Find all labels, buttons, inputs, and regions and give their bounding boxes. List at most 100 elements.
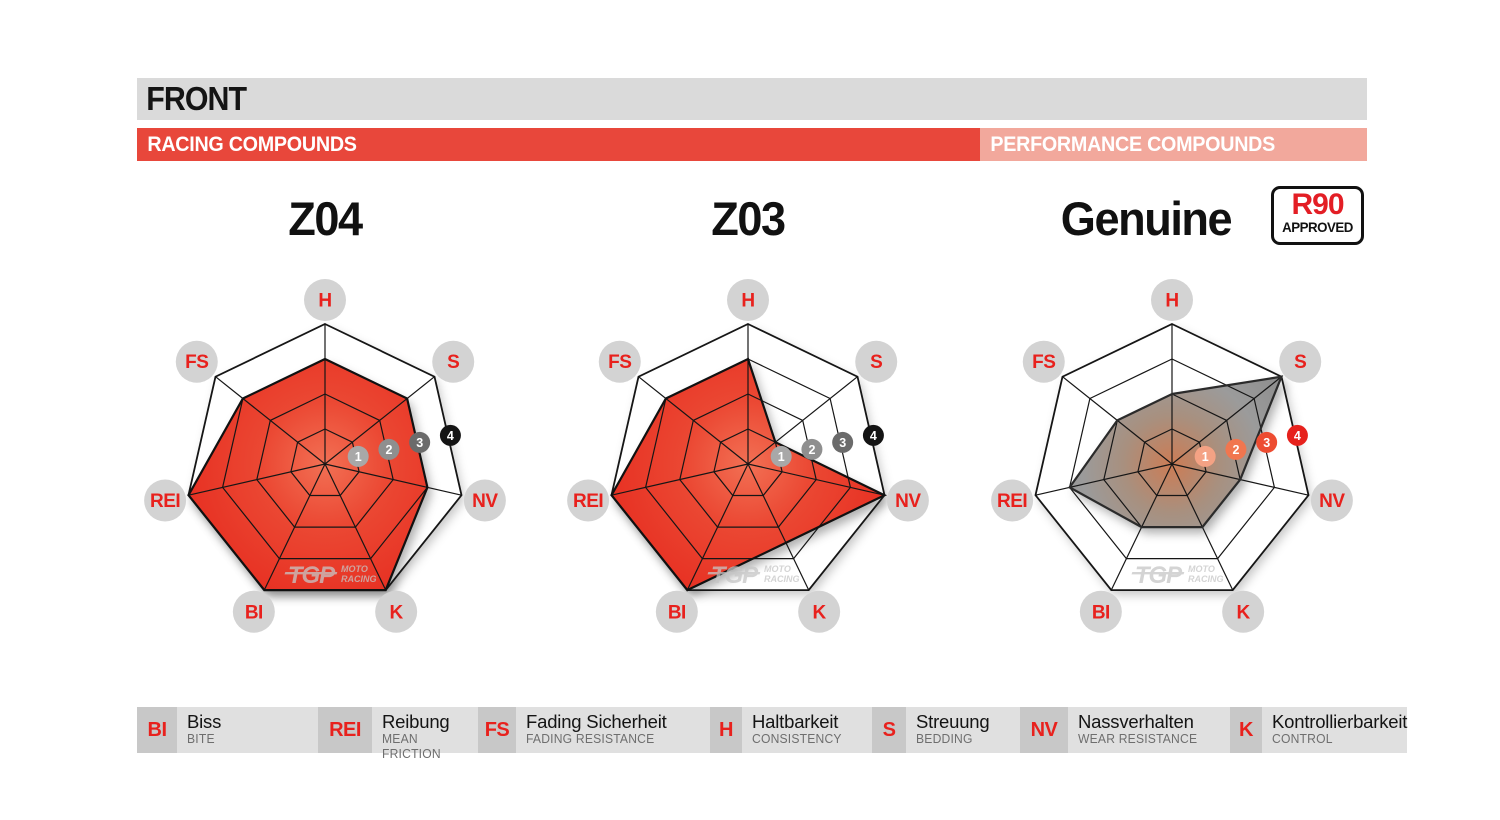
- r90-approved-badge: R90 APPROVED: [1271, 186, 1364, 245]
- radar-spoke-s: [747, 376, 858, 465]
- radar-spoke-k: [747, 463, 810, 591]
- axis-label-k: K: [1237, 602, 1251, 623]
- radar-spoke-rei: [1035, 463, 1173, 496]
- radar-data-area-z04: [188, 359, 428, 591]
- scale-marker-1: [770, 445, 792, 467]
- legend-en-h: CONSISTENCY: [752, 732, 842, 746]
- scale-marker-2: [1225, 438, 1247, 460]
- axis-label-k: K: [813, 602, 827, 623]
- scale-marker-label-1: 1: [1202, 450, 1209, 464]
- legend-en-s: BEDDING: [916, 732, 973, 746]
- legend-en-bi: BITE: [187, 732, 215, 746]
- scale-marker-3: [409, 431, 431, 453]
- axis-label-fs: FS: [1032, 352, 1055, 373]
- radar-data-outline-z04: [187, 357, 429, 592]
- scale-marker-label-1: 1: [778, 450, 785, 464]
- scale-marker-3: [832, 431, 854, 453]
- watermark-brand: TGP: [1135, 562, 1183, 589]
- legend-abbr-s: S: [872, 707, 906, 753]
- legend-en-k: CONTROL: [1272, 732, 1333, 746]
- legend-text-s: Streuung BEDDING: [906, 707, 1020, 753]
- watermark-moto: MOTO: [341, 564, 368, 574]
- axis-label-circle-nv: [1310, 479, 1353, 522]
- radar-spoke-s: [324, 376, 435, 465]
- radar-data-area-z03: [611, 359, 885, 591]
- legend-en-fs: FADING RESISTANCE: [526, 732, 655, 746]
- performance-compounds-label: PERFORMANCE COMPOUNDS: [990, 132, 1276, 156]
- radar-spoke-fs: [215, 376, 326, 465]
- scale-marker-label-3: 3: [416, 436, 423, 450]
- badge-r90-text: R90: [1291, 188, 1344, 221]
- legend-item-fs: FS Fading Sicherheit FADING RESISTANCE: [478, 707, 710, 753]
- axis-label-k: K: [390, 602, 404, 623]
- axis-label-nv: NV: [1319, 491, 1345, 512]
- radar-spoke-rei: [611, 463, 749, 496]
- radar-data-area-genuine: [1069, 376, 1282, 528]
- legend-text-fs: Fading Sicherheit FADING RESISTANCE: [516, 707, 710, 753]
- watermark-strike: [284, 572, 338, 575]
- axis-label-circle-rei: [567, 479, 610, 522]
- scale-marker-label-2: 2: [808, 443, 815, 457]
- radar-spoke-nv: [324, 463, 462, 496]
- axis-label-circle-bi: [1079, 590, 1122, 633]
- scale-marker-label-4: 4: [447, 429, 454, 443]
- axis-label-fs: FS: [608, 352, 631, 373]
- axis-label-circle-bi: [655, 590, 698, 633]
- legend-abbr-h: H: [710, 707, 742, 753]
- axis-label-circle-rei: [991, 479, 1034, 522]
- radar-grid-ring-4: [1034, 323, 1310, 591]
- badge-approved-text: APPROVED: [1282, 219, 1353, 235]
- radar-grid-ring-2: [679, 393, 817, 528]
- radar-data-outline-z03: [610, 357, 888, 592]
- legend-text-h: Haltbarkeit CONSISTENCY: [742, 707, 872, 753]
- radar-data-outline-genuine: [1067, 375, 1284, 529]
- axis-label-bi: BI: [668, 602, 686, 623]
- scale-marker-4: [862, 424, 884, 446]
- legend-item-s: S Streuung BEDDING: [872, 707, 1020, 753]
- legend-abbr-nv: NV: [1020, 707, 1068, 753]
- front-title: FRONT: [146, 80, 247, 117]
- legend-de-nv: Nassverhalten: [1078, 711, 1194, 732]
- axis-label-circle-nv: [463, 479, 506, 522]
- front-header-bar: FRONT: [137, 78, 1367, 120]
- axis-label-circle-fs: [1022, 340, 1065, 383]
- scale-marker-label-3: 3: [839, 436, 846, 450]
- watermark-strike: [1131, 572, 1185, 575]
- legend-text-k: Kontrollierbarkeit CONTROL: [1262, 707, 1407, 753]
- legend-de-k: Kontrollierbarkeit: [1272, 711, 1408, 732]
- legend-item-rei: REI Reibung MEAN FRICTION: [318, 707, 478, 761]
- legend-abbr-k: K: [1230, 707, 1262, 753]
- legend-item-k: K Kontrollierbarkeit CONTROL: [1230, 707, 1407, 753]
- chart-title-genuine: Genuine: [1060, 192, 1233, 245]
- axis-label-rei: REI: [150, 491, 180, 512]
- scale-marker-label-1: 1: [355, 450, 362, 464]
- chart-title-z03: Z03: [711, 192, 786, 245]
- watermark-racing: RACING: [764, 574, 800, 584]
- watermark-racing: RACING: [341, 574, 377, 584]
- scale-marker-label-2: 2: [385, 443, 392, 457]
- radar-spoke-nv: [747, 463, 885, 496]
- legend-abbr-fs: FS: [478, 707, 516, 753]
- legend-text-rei: Reibung MEAN FRICTION: [372, 707, 478, 761]
- axis-label-circle-s: [1279, 340, 1322, 383]
- legend-text-nv: Nassverhalten WEAR RESISTANCE: [1068, 707, 1230, 753]
- axis-label-h: H: [318, 291, 331, 312]
- axis-label-s: S: [1294, 352, 1306, 373]
- watermark-moto: MOTO: [764, 564, 791, 574]
- axis-label-circle-fs: [175, 340, 218, 383]
- axis-label-circle-k: [798, 590, 841, 633]
- axis-label-circle-rei: [144, 479, 187, 522]
- legend-en-nv: WEAR RESISTANCE: [1078, 732, 1198, 746]
- legend-de-s: Streuung: [916, 711, 990, 732]
- axis-label-circle-k: [375, 590, 418, 633]
- scale-marker-3: [1256, 431, 1278, 453]
- axis-label-fs: FS: [185, 352, 208, 373]
- scale-marker-1: [1194, 445, 1216, 467]
